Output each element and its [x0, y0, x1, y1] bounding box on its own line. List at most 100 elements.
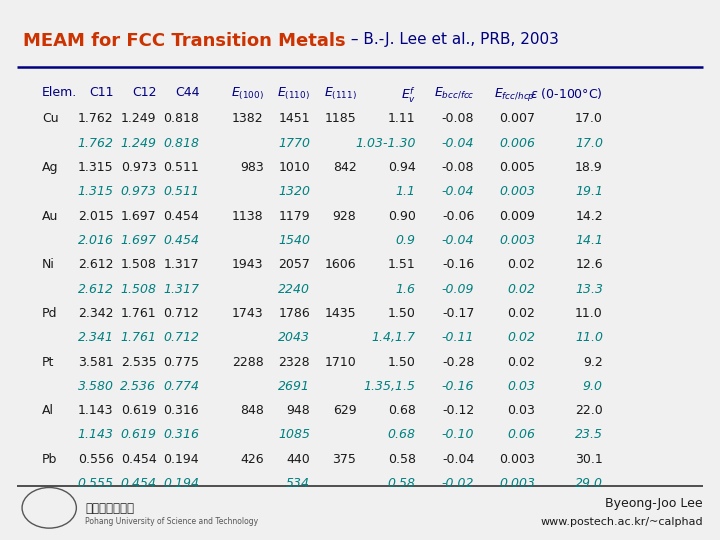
Text: 1010: 1010: [278, 161, 310, 174]
Text: -0.04: -0.04: [442, 234, 474, 247]
Text: 0.003: 0.003: [499, 453, 535, 466]
Text: 2240: 2240: [278, 282, 310, 295]
Text: $E_{(100)}$: $E_{(100)}$: [231, 86, 264, 102]
Text: 2.536: 2.536: [120, 380, 156, 393]
Text: Elem.: Elem.: [42, 86, 77, 99]
Text: -0.11: -0.11: [442, 331, 474, 344]
Text: 14.1: 14.1: [575, 234, 603, 247]
Text: 0.555: 0.555: [78, 477, 114, 490]
Text: 0.454: 0.454: [121, 453, 156, 466]
Text: 29.0: 29.0: [575, 477, 603, 490]
Text: 1.508: 1.508: [120, 258, 156, 271]
Text: 1435: 1435: [325, 307, 356, 320]
Text: -0.08: -0.08: [442, 161, 474, 174]
Text: 1.762: 1.762: [78, 137, 114, 150]
Text: 0.775: 0.775: [163, 355, 199, 368]
Text: 1451: 1451: [279, 112, 310, 125]
Text: 928: 928: [333, 210, 356, 222]
Text: -0.04: -0.04: [442, 453, 474, 466]
Text: C11: C11: [89, 86, 114, 99]
Text: – B.-J. Lee et al., PRB, 2003: – B.-J. Lee et al., PRB, 2003: [346, 32, 559, 47]
Text: 1185: 1185: [325, 112, 356, 125]
Text: 22.0: 22.0: [575, 404, 603, 417]
Text: 0.316: 0.316: [163, 404, 199, 417]
Text: 1.317: 1.317: [163, 282, 199, 295]
Text: 11.0: 11.0: [575, 331, 603, 344]
Text: 2.341: 2.341: [78, 331, 114, 344]
Text: MEAM for FCC Transition Metals: MEAM for FCC Transition Metals: [23, 32, 346, 50]
Text: 0.619: 0.619: [120, 428, 156, 442]
Text: -0.16: -0.16: [442, 380, 474, 393]
Text: 포항공과대학교: 포항공과대학교: [85, 503, 134, 516]
Text: 0.003: 0.003: [499, 477, 535, 490]
Text: 9.2: 9.2: [583, 355, 603, 368]
Text: 983: 983: [240, 161, 264, 174]
Text: 0.973: 0.973: [121, 161, 156, 174]
Text: $E_{(110)}$: $E_{(110)}$: [277, 86, 310, 102]
Text: 1382: 1382: [232, 112, 264, 125]
Text: 0.712: 0.712: [163, 307, 199, 320]
Text: Al: Al: [42, 404, 54, 417]
Text: 0.02: 0.02: [507, 355, 535, 368]
Text: 2328: 2328: [279, 355, 310, 368]
Text: 1786: 1786: [278, 307, 310, 320]
Text: 1.143: 1.143: [78, 428, 114, 442]
Text: -0.04: -0.04: [442, 185, 474, 198]
Text: 0.194: 0.194: [163, 453, 199, 466]
Text: -0.02: -0.02: [442, 477, 474, 490]
Text: $\varepsilon$ (0-100$\degree$C): $\varepsilon$ (0-100$\degree$C): [530, 86, 603, 100]
Text: -0.28: -0.28: [442, 355, 474, 368]
Text: 14.2: 14.2: [575, 210, 603, 222]
Text: -0.04: -0.04: [442, 137, 474, 150]
Text: 1943: 1943: [232, 258, 264, 271]
Text: 440: 440: [287, 453, 310, 466]
Text: 0.774: 0.774: [163, 380, 199, 393]
Text: 0.02: 0.02: [507, 282, 535, 295]
Text: 1.03-1.30: 1.03-1.30: [355, 137, 415, 150]
Text: 0.003: 0.003: [499, 185, 535, 198]
Text: 534: 534: [286, 477, 310, 490]
Text: 0.511: 0.511: [163, 161, 199, 174]
Text: 0.003: 0.003: [499, 234, 535, 247]
Text: 0.818: 0.818: [163, 137, 199, 150]
Text: 1.762: 1.762: [78, 112, 114, 125]
Text: 1085: 1085: [278, 428, 310, 442]
Text: 3.580: 3.580: [78, 380, 114, 393]
Text: 2.342: 2.342: [78, 307, 114, 320]
Text: 629: 629: [333, 404, 356, 417]
Text: 13.3: 13.3: [575, 282, 603, 295]
Text: C44: C44: [175, 86, 199, 99]
Text: 17.0: 17.0: [575, 137, 603, 150]
Text: 1606: 1606: [325, 258, 356, 271]
Text: 1770: 1770: [278, 137, 310, 150]
Text: 11.0: 11.0: [575, 307, 603, 320]
Text: 2.016: 2.016: [78, 234, 114, 247]
Text: -0.16: -0.16: [442, 258, 474, 271]
Text: 1540: 1540: [278, 234, 310, 247]
Text: 1138: 1138: [232, 210, 264, 222]
Text: 1.249: 1.249: [121, 112, 156, 125]
Text: 1.1: 1.1: [396, 185, 415, 198]
Text: 1320: 1320: [278, 185, 310, 198]
Text: 0.68: 0.68: [388, 404, 415, 417]
Text: 426: 426: [240, 453, 264, 466]
Text: 12.6: 12.6: [575, 258, 603, 271]
Text: 1743: 1743: [232, 307, 264, 320]
Text: -0.17: -0.17: [442, 307, 474, 320]
Text: 19.1: 19.1: [575, 185, 603, 198]
Text: 1.761: 1.761: [121, 307, 156, 320]
Text: 1.4,1.7: 1.4,1.7: [372, 331, 415, 344]
Text: 848: 848: [240, 404, 264, 417]
Text: www.postech.ac.kr/~calphad: www.postech.ac.kr/~calphad: [540, 517, 703, 527]
Text: 1.317: 1.317: [163, 258, 199, 271]
Text: 0.007: 0.007: [499, 112, 535, 125]
Text: 1.761: 1.761: [120, 331, 156, 344]
Text: 0.511: 0.511: [163, 185, 199, 198]
Text: 0.556: 0.556: [78, 453, 114, 466]
Text: 1.35,1.5: 1.35,1.5: [364, 380, 415, 393]
Text: 2691: 2691: [278, 380, 310, 393]
Text: Ag: Ag: [42, 161, 58, 174]
Text: 2288: 2288: [232, 355, 264, 368]
Text: $E_v^f$: $E_v^f$: [400, 86, 415, 105]
Text: 2.015: 2.015: [78, 210, 114, 222]
